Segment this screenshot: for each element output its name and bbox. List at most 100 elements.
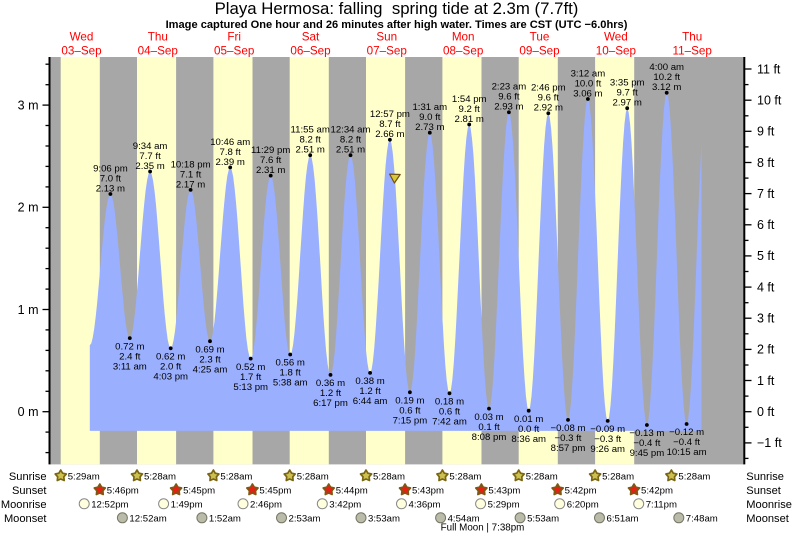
svg-text:10–Sep: 10–Sep: [596, 45, 637, 58]
svg-text:0 m: 0 m: [18, 405, 39, 419]
svg-text:2.92 m: 2.92 m: [534, 103, 563, 114]
svg-text:6:51am: 6:51am: [607, 514, 639, 525]
svg-text:Sunrise: Sunrise: [9, 471, 47, 483]
svg-text:5:38 am: 5:38 am: [273, 378, 308, 389]
svg-text:2 ft: 2 ft: [757, 343, 775, 357]
svg-text:2.31 m: 2.31 m: [256, 165, 285, 176]
svg-text:4:54am: 4:54am: [448, 514, 480, 525]
svg-text:9.2 ft: 9.2 ft: [459, 104, 481, 115]
svg-text:1 m: 1 m: [18, 303, 39, 317]
svg-text:Fri: Fri: [227, 31, 241, 44]
svg-text:Thu: Thu: [682, 31, 702, 44]
svg-text:5:28am: 5:28am: [449, 472, 481, 483]
svg-text:0.36 m: 0.36 m: [316, 378, 345, 389]
svg-text:12:52am: 12:52am: [129, 514, 166, 525]
svg-text:3:11 am: 3:11 am: [113, 361, 147, 372]
svg-text:6:44 am: 6:44 am: [353, 396, 388, 407]
svg-text:3.06 m: 3.06 m: [573, 88, 602, 99]
svg-text:1:54 pm: 1:54 pm: [452, 94, 487, 105]
svg-text:5:45pm: 5:45pm: [183, 486, 215, 497]
svg-text:4 ft: 4 ft: [757, 280, 775, 294]
svg-text:2.3 ft: 2.3 ft: [199, 354, 221, 365]
svg-text:5:29am: 5:29am: [68, 472, 100, 483]
svg-text:10.2 ft: 10.2 ft: [653, 72, 680, 83]
svg-text:Sat: Sat: [302, 31, 320, 44]
svg-text:8:36 am: 8:36 am: [511, 434, 546, 445]
svg-text:11:55 am: 11:55 am: [291, 125, 330, 136]
svg-text:−0.13 m: −0.13 m: [629, 428, 664, 439]
svg-text:1.2 ft: 1.2 ft: [320, 388, 342, 399]
svg-text:7.6 ft: 7.6 ft: [260, 155, 282, 166]
svg-text:2.51 m: 2.51 m: [296, 145, 325, 156]
svg-text:Moonset: Moonset: [746, 513, 789, 525]
svg-text:08–Sep: 08–Sep: [443, 45, 484, 58]
svg-text:4:25 am: 4:25 am: [193, 364, 228, 375]
svg-text:5:28am: 5:28am: [678, 472, 710, 483]
svg-text:8:57 pm: 8:57 pm: [551, 443, 586, 454]
svg-text:2:46 pm: 2:46 pm: [531, 83, 566, 94]
svg-text:7.1 ft: 7.1 ft: [180, 169, 202, 180]
svg-text:09–Sep: 09–Sep: [519, 45, 560, 58]
svg-text:0.01 m: 0.01 m: [514, 414, 543, 425]
svg-text:3:42pm: 3:42pm: [329, 500, 361, 511]
svg-text:6:17 pm: 6:17 pm: [313, 398, 348, 409]
svg-text:7:15 pm: 7:15 pm: [393, 416, 428, 427]
svg-text:2.51 m: 2.51 m: [336, 145, 365, 156]
svg-text:6 ft: 6 ft: [757, 218, 775, 232]
svg-text:2:53am: 2:53am: [289, 514, 321, 525]
svg-text:9:34 am: 9:34 am: [133, 141, 168, 152]
svg-text:5:28am: 5:28am: [602, 472, 634, 483]
svg-text:0.52 m: 0.52 m: [236, 362, 265, 373]
svg-text:2.4 ft: 2.4 ft: [119, 351, 141, 362]
svg-text:7:11pm: 7:11pm: [646, 500, 677, 511]
svg-text:6:20pm: 6:20pm: [567, 500, 599, 511]
svg-text:5:28am: 5:28am: [526, 472, 558, 483]
svg-text:1:31 am: 1:31 am: [412, 102, 447, 113]
svg-text:8.2 ft: 8.2 ft: [340, 135, 362, 146]
svg-text:2.97 m: 2.97 m: [613, 98, 642, 109]
svg-text:−0.09 m: −0.09 m: [590, 424, 625, 435]
svg-text:Thu: Thu: [148, 31, 168, 44]
svg-text:5:45pm: 5:45pm: [259, 486, 291, 497]
svg-text:1:52am: 1:52am: [209, 514, 241, 525]
svg-text:9.6 ft: 9.6 ft: [498, 92, 520, 103]
svg-text:12:34 am: 12:34 am: [330, 125, 370, 136]
svg-text:3:12 am: 3:12 am: [571, 68, 606, 79]
svg-text:3.12 m: 3.12 m: [652, 82, 681, 93]
svg-text:5:13 pm: 5:13 pm: [233, 382, 268, 393]
svg-text:5:28am: 5:28am: [373, 472, 405, 483]
svg-text:11 ft: 11 ft: [757, 62, 781, 76]
svg-text:Wed: Wed: [604, 31, 628, 44]
svg-text:−0.4 ft: −0.4 ft: [673, 437, 700, 448]
svg-text:10:15 am: 10:15 am: [667, 447, 707, 458]
svg-text:05–Sep: 05–Sep: [214, 45, 255, 58]
svg-text:8:08 pm: 8:08 pm: [472, 432, 507, 443]
svg-text:12:57 pm: 12:57 pm: [370, 109, 410, 120]
svg-text:2.35 m: 2.35 m: [135, 161, 164, 172]
svg-text:3 ft: 3 ft: [757, 312, 775, 326]
svg-text:Playa Hermosa: falling spring: Playa Hermosa: falling spring tide at 2.…: [215, 0, 579, 18]
svg-text:−0.12 m: −0.12 m: [669, 427, 704, 438]
svg-text:−0.4 ft: −0.4 ft: [633, 438, 660, 449]
svg-text:Mon: Mon: [452, 31, 475, 44]
svg-text:5:28am: 5:28am: [297, 472, 329, 483]
svg-text:0.6 ft: 0.6 ft: [399, 406, 421, 417]
svg-text:07–Sep: 07–Sep: [367, 45, 408, 58]
svg-text:5:42pm: 5:42pm: [641, 486, 673, 497]
svg-text:0.18 m: 0.18 m: [435, 397, 464, 408]
svg-text:06–Sep: 06–Sep: [290, 45, 331, 58]
svg-text:5:53am: 5:53am: [527, 514, 559, 525]
svg-text:5:29pm: 5:29pm: [488, 500, 520, 511]
svg-text:1.8 ft: 1.8 ft: [280, 368, 302, 379]
svg-text:9:26 am: 9:26 am: [590, 444, 625, 455]
svg-text:2.39 m: 2.39 m: [216, 157, 245, 168]
svg-text:0.6 ft: 0.6 ft: [439, 407, 461, 418]
svg-text:10:18 pm: 10:18 pm: [171, 159, 211, 170]
svg-text:5:43pm: 5:43pm: [488, 486, 520, 497]
svg-text:5:46pm: 5:46pm: [107, 486, 139, 497]
svg-text:5:44pm: 5:44pm: [336, 486, 368, 497]
svg-text:2:46pm: 2:46pm: [250, 500, 282, 511]
svg-text:Wed: Wed: [70, 31, 94, 44]
svg-text:1 ft: 1 ft: [757, 374, 775, 388]
svg-text:8.2 ft: 8.2 ft: [300, 135, 322, 146]
